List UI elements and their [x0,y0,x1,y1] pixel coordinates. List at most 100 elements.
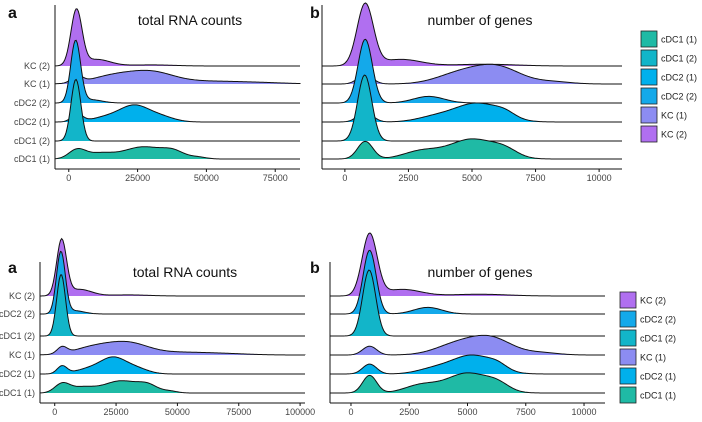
x-tick-label: 10000 [572,407,597,417]
row-label-kc-1: KC (1) [24,79,50,89]
ridge-outline-cdc1-2 [54,78,300,142]
ridge-cdc1-2 [330,270,605,336]
legend-bottom: KC (2) cDC2 (2) cDC1 (2) KC (1) cDC2 (1) cDC1… [619,291,676,404]
ridge-cdc2-2 [330,250,605,314]
legend-swatch-kc-1 [619,348,637,366]
ridge-cdc1-1 [40,380,305,393]
x-tick-label: 75000 [263,173,288,183]
ridge-cdc2-2 [40,251,305,314]
ridge-kc-2 [330,233,605,296]
ridge-cdc1-1 [322,138,622,159]
x-tick-label: 10000 [587,173,612,183]
panel-title: number of genes [427,12,532,28]
legend-swatch-cdc2-1 [619,367,637,385]
panel-top-right: b number of genes 0 2500 5000 7500 10000 [310,2,622,183]
row-label-kc-1: KC (1) [9,350,35,360]
legend-swatch-cdc2-2 [619,310,637,328]
ridge-cdc1-2 [322,75,622,141]
x-tick-label: 100000 [285,407,315,417]
ridge-cdc2-1 [330,354,605,374]
ridge-outline-cdc1-1 [39,380,305,394]
legend-swatch-cdc2-2 [640,87,658,105]
x-tick-label: 5000 [462,173,482,183]
ridge-kc-1 [322,64,622,84]
ridge-cdc1-2 [55,79,300,141]
x-tick-label: 2500 [398,173,418,183]
ridge-kc-2 [322,3,622,66]
ridge-outline-cdc1-2 [40,274,305,337]
ridge-cdc1-1 [330,372,605,393]
x-tick-label: 50000 [194,173,219,183]
panel-title: total RNA counts [133,264,237,280]
legend-label-kc-1: KC (1) [640,353,666,363]
legend-top: cDC1 (1) cDC1 (2) cDC2 (1) cDC2 (2) KC (1) KC… [640,30,697,143]
ridge-outline-cdc2-1 [330,354,605,375]
x-tick-label: 25000 [104,407,129,417]
panel-letter: b [310,5,320,22]
panel-title: total RNA counts [138,12,242,28]
ridge-cdc2-2 [55,40,300,103]
panel-title: number of genes [427,264,532,280]
legend-swatch-cdc1-2 [640,49,658,67]
ridge-cdc2-1 [40,356,305,374]
legend-swatch-kc-2 [640,125,658,143]
x-tick-label: 75000 [226,407,251,417]
legend-swatch-kc-1 [640,106,658,124]
x-tick-label: 50000 [165,407,190,417]
row-label-kc-2: KC (2) [24,61,50,71]
ridge-outline-kc-1 [39,340,306,356]
x-tick-label: 2500 [399,407,419,417]
x-tick-label: 0 [348,407,353,417]
row-label-cdc2-2: cDC2 (2) [0,309,35,319]
ridge-outline-kc-2 [54,8,300,67]
x-tick-label: 0 [342,173,347,183]
row-label-cdc1-1: cDC1 (1) [14,154,50,164]
ridge-cdc2-2 [322,39,622,103]
row-label-kc-2: KC (2) [9,291,35,301]
ridge-outline-cdc1-1 [330,372,605,394]
panel-bottom-right: b number of genes 0 2500 5000 7500 10000 [310,232,605,417]
ridge-outline-cdc2-2 [330,249,605,315]
ridge-outline-kc-2 [39,237,305,297]
panel-top-left: a total RNA counts KC (2) KC (1) cDC2 (2) cDC… [8,5,301,183]
ridge-cdc2-1 [55,104,300,122]
ridge-outline-cdc1-1 [322,138,622,160]
panel-letter: a [8,5,17,22]
legend-label-cdc2-2: cDC2 (2) [661,92,697,102]
legend-label-cdc1-1: cDC1 (1) [661,35,697,45]
ridge-cdc1-1 [55,146,300,159]
ridge-outline-kc-2 [330,232,605,297]
ridge-outline-cdc1-1 [54,146,300,160]
legend-label-kc-2: KC (2) [661,130,687,140]
row-label-cdc1-2: cDC1 (2) [0,331,35,341]
ridge-outline-kc-1 [54,69,301,85]
x-tick-label: 7500 [516,407,536,417]
ridge-outline-cdc2-1 [54,104,300,123]
legend-swatch-cdc2-1 [640,68,658,86]
legend-swatch-cdc1-1 [619,386,637,404]
ridge-cdc1-2 [40,274,305,336]
legend-label-cdc1-2: cDC1 (2) [661,54,697,64]
ridge-kc-1 [330,335,605,355]
legend-swatch-cdc1-2 [619,329,637,347]
ridge-outline-cdc2-2 [54,39,300,104]
legend-label-kc-1: KC (1) [661,111,687,121]
legend-label-cdc2-1: cDC2 (1) [661,73,697,83]
row-label-cdc1-2: cDC1 (2) [14,136,50,146]
row-label-cdc2-2: cDC2 (2) [14,98,50,108]
legend-label-cdc2-1: cDC2 (1) [640,372,676,382]
panel-letter: a [8,260,17,277]
ridge-cdc2-1 [322,102,622,122]
ridge-outline-cdc2-1 [39,356,305,375]
row-label-cdc2-1: cDC2 (1) [14,117,50,127]
x-tick-label: 5000 [457,407,477,417]
panel-bottom-left: a total RNA counts KC (2) cDC2 (2) cDC1 (2) K… [0,237,315,417]
legend-label-kc-2: KC (2) [640,296,666,306]
legend-swatch-kc-2 [619,291,637,309]
ridge-outline-cdc2-2 [39,250,305,315]
ridge-kc-1 [40,341,305,355]
row-label-cdc1-1: cDC1 (1) [0,388,35,398]
legend-label-cdc2-2: cDC2 (2) [640,315,676,325]
x-tick-label: 25000 [125,173,150,183]
